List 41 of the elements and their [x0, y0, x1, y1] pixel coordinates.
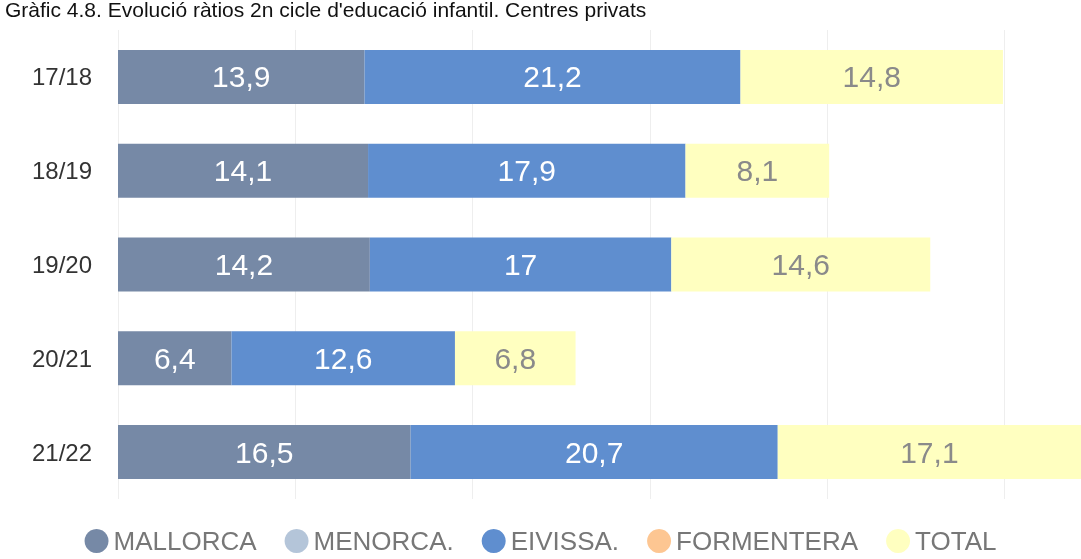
bar — [368, 143, 686, 198]
bar — [118, 237, 370, 292]
data-label: 6,4 — [153, 341, 196, 375]
chart-title: Gràfic 4.8. Evolució ràtios 2n cicle d'educació infantil. Centres privats — [5, 0, 647, 21]
bar — [777, 425, 1081, 480]
y-tick-label: 19/20 — [31, 251, 92, 278]
bar — [118, 331, 232, 386]
y-tick-label: 18/19 — [31, 157, 92, 185]
data-label: 14,6 — [771, 248, 830, 281]
bar — [369, 237, 672, 292]
bar — [118, 425, 411, 480]
bar — [671, 237, 931, 292]
legend-label: TOTAL — [915, 526, 997, 556]
data-label: 17 — [503, 248, 538, 281]
bar — [740, 49, 1003, 104]
bar — [685, 143, 830, 198]
data-label: 20,7 — [564, 435, 624, 469]
bar — [118, 143, 369, 198]
y-tick-label: 17/18 — [31, 63, 92, 91]
data-label: 8,1 — [736, 154, 779, 188]
data-label: 14,2 — [214, 248, 274, 281]
y-tick-label: 20/21 — [31, 344, 92, 372]
data-label: 16,5 — [235, 435, 294, 469]
data-label: 14,1 — [213, 154, 273, 188]
bar — [118, 49, 365, 104]
bar — [364, 49, 741, 104]
legend-label: MENORCA. — [313, 526, 454, 556]
bar — [454, 331, 576, 386]
legend-label: MALLORCA — [113, 526, 258, 556]
data-label: 21,2 — [523, 60, 582, 94]
y-tick-label: 21/22 — [31, 438, 92, 466]
legend-label: FORMENTERA — [676, 526, 859, 556]
bar — [231, 331, 455, 386]
data-label: 14,8 — [842, 60, 901, 94]
legend-label: EIVISSA. — [510, 526, 620, 556]
data-label: 17,1 — [900, 435, 959, 469]
data-label: 12,6 — [314, 341, 373, 375]
data-label: 6,8 — [494, 341, 537, 375]
bar — [410, 425, 778, 480]
data-label: 13,9 — [212, 60, 271, 94]
data-label: 17,9 — [497, 154, 556, 188]
